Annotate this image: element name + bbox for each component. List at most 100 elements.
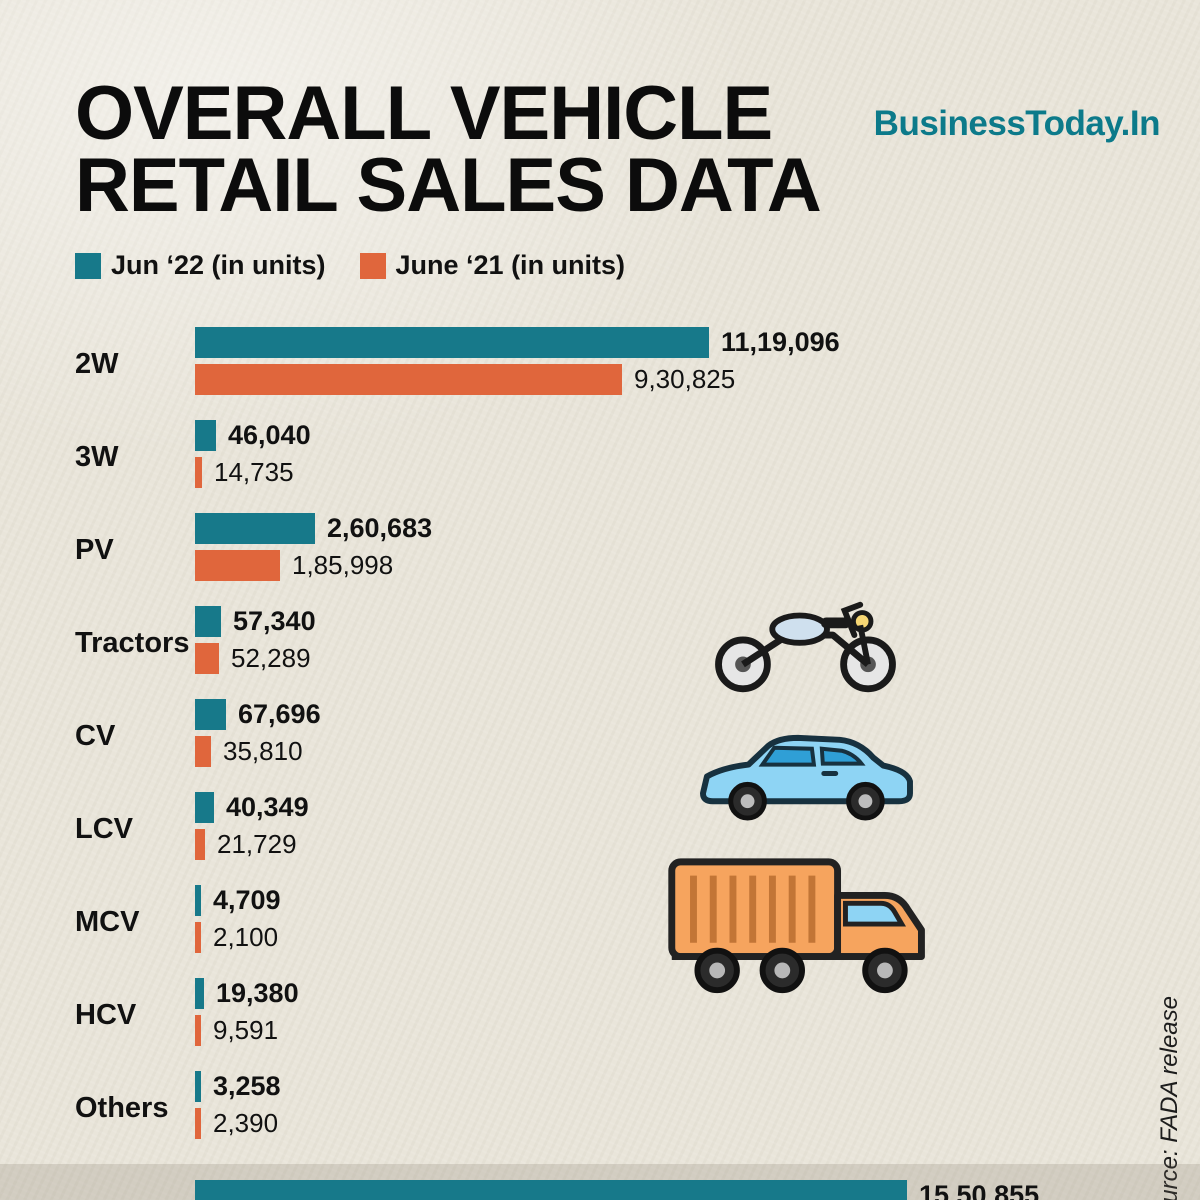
page-title: OVERALL VEHICLE RETAIL SALES DATA [75, 71, 1200, 229]
brand-logo: BusinessToday.In [873, 104, 1161, 143]
bar-jun22 [195, 513, 315, 545]
bar-line-jun22: 57,340 [195, 606, 1200, 638]
category-label: 3W [75, 440, 119, 473]
value-label-jun22: 3,258 [213, 1071, 281, 1102]
bar-line-jun21: 14,735 [195, 457, 1200, 489]
bar-line-jun22: 40,349 [195, 792, 1200, 824]
category-label: Tractors [75, 626, 190, 659]
legend-label-jun21: June ‘21 (in units) [395, 250, 626, 281]
chart-row: CV 67,696 35,810 [75, 699, 1200, 773]
category-label: LCV [75, 812, 133, 845]
value-label-jun22: 4,709 [213, 885, 281, 916]
category-label: 2W [75, 347, 119, 380]
bar-jun21 [195, 1108, 201, 1140]
category-label: HCV [75, 998, 137, 1031]
bar-group: 2,60,683 1,85,998 [195, 513, 1200, 587]
page-title-line1: OVERALL VEHICLE [75, 71, 773, 156]
bar-line-jun22: 19,380 [195, 978, 1200, 1010]
value-label-jun22: 67,696 [238, 699, 321, 730]
value-label-jun21: 2,390 [213, 1108, 279, 1139]
category-label: CV [75, 719, 116, 752]
bar-line-jun22: 2,60,683 [195, 513, 1200, 545]
value-label-jun22: 15,50,855 [919, 1180, 1040, 1200]
bar-line-jun22: 3,258 [195, 1071, 1200, 1103]
bar-jun22 [195, 699, 226, 731]
chart-row: 3W 46,040 14,735 [75, 420, 1200, 494]
value-label-jun21: 2,100 [213, 922, 279, 953]
bar-jun22 [195, 1180, 907, 1200]
bar-line-jun22: 15,50,855 [195, 1180, 1200, 1200]
chart-row: PV 2,60,683 1,85,998 [75, 513, 1200, 587]
chart-row: MCV 4,709 2,100 [75, 885, 1200, 959]
category-label: Others [75, 1091, 169, 1124]
bar-group: 57,340 52,289 [195, 606, 1200, 680]
bar-jun21 [195, 736, 211, 768]
value-label-jun22: 46,040 [228, 420, 311, 451]
bar-chart: 2W 11,19,096 9,30,825 3W 46,040 14,735 PV 2,60,… [0, 327, 1200, 1200]
chart-row: HCV 19,380 9,591 [75, 978, 1200, 1052]
bar-jun21 [195, 829, 205, 861]
bar-group: 3,258 2,390 [195, 1071, 1200, 1145]
bar-line-jun21: 9,30,825 [195, 364, 1200, 396]
bar-jun22 [195, 978, 204, 1010]
legend-item-jun22: Jun ‘22 (in units) [75, 250, 326, 281]
bar-jun22 [195, 885, 201, 917]
bar-group: 40,349 21,729 [195, 792, 1200, 866]
bar-line-jun21: 2,100 [195, 922, 1200, 954]
motorcycle-icon [714, 601, 896, 693]
bar-jun21 [195, 1015, 201, 1047]
bar-jun22 [195, 420, 216, 452]
value-label-jun21: 9,30,825 [634, 364, 736, 395]
value-label-jun21: 21,729 [217, 829, 297, 860]
chart-rows: 2W 11,19,096 9,30,825 3W 46,040 14,735 PV 2,60,… [75, 327, 1200, 1145]
bar-line-jun22: 46,040 [195, 420, 1200, 452]
bar-jun22 [195, 327, 709, 359]
bar-jun21 [195, 457, 202, 489]
value-label-jun21: 14,735 [214, 457, 294, 488]
bar-group: 4,709 2,100 [195, 885, 1200, 959]
legend-swatch-jun21-icon [359, 252, 386, 279]
chart-row: Others 3,258 2,390 [75, 1071, 1200, 1145]
value-label-jun22: 19,380 [216, 978, 299, 1009]
bar-line-jun21: 9,591 [195, 1015, 1200, 1047]
bar-jun22 [195, 606, 221, 638]
bar-jun21 [195, 922, 201, 954]
legend: Jun ‘22 (in units) June ‘21 (in units) [75, 250, 1200, 281]
bar-jun21 [195, 643, 219, 675]
bar-group: 67,696 35,810 [195, 699, 1200, 773]
bar-group: 46,040 14,735 [195, 420, 1200, 494]
bar-line-jun21: 52,289 [195, 643, 1200, 675]
chart-row: Total15,50,8551,219,657 [75, 1180, 1200, 1200]
value-label-jun21: 9,591 [213, 1015, 279, 1046]
value-label-jun21: 1,85,998 [292, 550, 394, 581]
bar-line-jun22: 11,19,096 [195, 327, 1200, 359]
total-band: Total15,50,8551,219,657 [0, 1164, 1200, 1200]
bar-group: 15,50,8551,219,657 [195, 1180, 1200, 1200]
bar-line-jun22: 4,709 [195, 885, 1200, 917]
value-label-jun22: 57,340 [233, 606, 316, 637]
value-label-jun22: 11,19,096 [721, 327, 840, 358]
value-label-jun21: 35,810 [223, 736, 303, 767]
bar-line-jun21: 35,810 [195, 736, 1200, 768]
value-label-jun22: 40,349 [226, 792, 309, 823]
bar-jun21 [195, 364, 622, 396]
category-label: MCV [75, 905, 140, 938]
bar-group: 11,19,096 9,30,825 [195, 327, 1200, 401]
bar-jun22 [195, 1071, 201, 1103]
bar-line-jun21: 2,390 [195, 1108, 1200, 1140]
chart-row: 2W 11,19,096 9,30,825 [75, 327, 1200, 401]
value-label-jun21: 52,289 [231, 643, 311, 674]
bar-jun22 [195, 792, 214, 824]
legend-item-jun21: June ‘21 (in units) [359, 250, 626, 281]
value-label-jun22: 2,60,683 [327, 513, 433, 544]
bar-line-jun21: 1,85,998 [195, 550, 1200, 582]
category-label: PV [75, 533, 114, 566]
bar-line-jun21: 21,729 [195, 829, 1200, 861]
car-icon [700, 734, 913, 821]
page-title-line2: RETAIL SALES DATA [75, 143, 822, 229]
legend-label-jun22: Jun ‘22 (in units) [111, 250, 326, 281]
chart-row: Tractors 57,340 52,289 [75, 606, 1200, 680]
chart-row: LCV 40,349 21,729 [75, 792, 1200, 866]
legend-swatch-jun22-icon [75, 252, 101, 279]
bar-line-jun22: 67,696 [195, 699, 1200, 731]
